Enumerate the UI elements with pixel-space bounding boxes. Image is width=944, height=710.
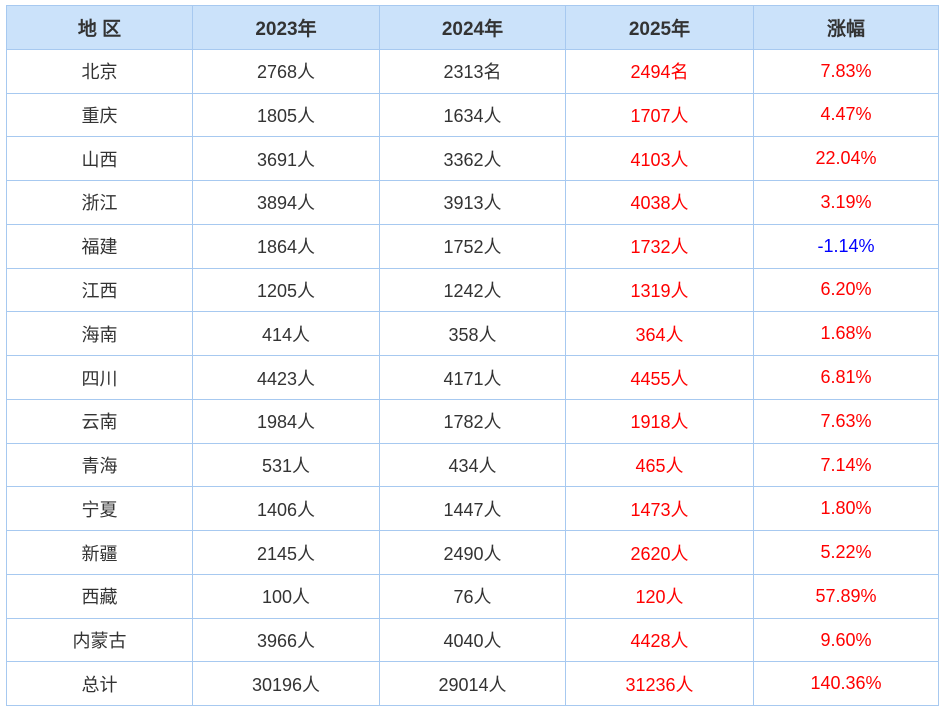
y2024-cell: 358人	[379, 311, 566, 357]
table-row: 总计 30196人 29014人 31236人 140.36%	[6, 661, 939, 707]
header-row: 地 区 2023年 2024年 2025年 涨幅	[6, 5, 939, 50]
table-row: 新疆 2145人 2490人 2620人 5.22%	[6, 530, 939, 575]
region-cell: 内蒙古	[6, 617, 193, 663]
y2024-cell: 4040人	[379, 617, 566, 663]
growth-cell: 6.20%	[753, 267, 939, 313]
y2023-cell: 30196人	[192, 661, 380, 707]
region-cell: 山西	[6, 136, 193, 182]
column-header-2023: 2023年	[192, 5, 380, 50]
region-cell: 重庆	[6, 92, 193, 138]
region-cell: 浙江	[6, 180, 193, 225]
y2025-cell: 2620人	[565, 530, 754, 575]
table-row: 青海 531人 434人 465人 7.14%	[6, 442, 939, 488]
table-row: 云南 1984人 1782人 1918人 7.63%	[6, 398, 939, 444]
table-row: 福建 1864人 1752人 1732人 -1.14%	[6, 223, 939, 269]
y2023-cell: 1205人	[192, 267, 380, 313]
y2024-cell: 76人	[379, 573, 566, 619]
region-cell: 四川	[6, 355, 193, 400]
table-row: 重庆 1805人 1634人 1707人 4.47%	[6, 92, 939, 138]
region-cell: 福建	[6, 223, 193, 269]
y2024-cell: 1782人	[379, 398, 566, 444]
region-cell: 青海	[6, 442, 193, 488]
table-row: 西藏 100人 76人 120人 57.89%	[6, 573, 939, 619]
y2025-cell: 364人	[565, 311, 754, 357]
table-row: 江西 1205人 1242人 1319人 6.20%	[6, 267, 939, 313]
region-stats-table: 地 区 2023年 2024年 2025年 涨幅 北京 2768人 2313名 …	[6, 5, 939, 707]
growth-cell: 1.68%	[753, 311, 939, 357]
y2025-cell: 4455人	[565, 355, 754, 400]
y2023-cell: 1864人	[192, 223, 380, 269]
table-row: 内蒙古 3966人 4040人 4428人 9.60%	[6, 617, 939, 663]
y2023-cell: 1406人	[192, 486, 380, 532]
y2023-cell: 3894人	[192, 180, 380, 225]
y2024-cell: 1447人	[379, 486, 566, 532]
y2023-cell: 2145人	[192, 530, 380, 575]
column-header-growth: 涨幅	[753, 5, 939, 50]
y2025-cell: 4038人	[565, 180, 754, 225]
growth-cell: 4.47%	[753, 92, 939, 138]
table-row: 四川 4423人 4171人 4455人 6.81%	[6, 355, 939, 400]
y2023-cell: 1984人	[192, 398, 380, 444]
growth-cell: 140.36%	[753, 661, 939, 707]
growth-cell: 22.04%	[753, 136, 939, 182]
y2024-cell: 3362人	[379, 136, 566, 182]
y2023-cell: 2768人	[192, 48, 380, 94]
growth-cell: -1.14%	[753, 223, 939, 269]
y2025-cell: 2494名	[565, 48, 754, 94]
y2025-cell: 4428人	[565, 617, 754, 663]
growth-cell: 5.22%	[753, 530, 939, 575]
growth-cell: 3.19%	[753, 180, 939, 225]
growth-cell: 9.60%	[753, 617, 939, 663]
growth-cell: 7.83%	[753, 48, 939, 94]
growth-cell: 57.89%	[753, 573, 939, 619]
table-row: 宁夏 1406人 1447人 1473人 1.80%	[6, 486, 939, 532]
column-header-region: 地 区	[6, 5, 193, 50]
region-cell: 新疆	[6, 530, 193, 575]
growth-cell: 1.80%	[753, 486, 939, 532]
y2024-cell: 1634人	[379, 92, 566, 138]
growth-cell: 7.63%	[753, 398, 939, 444]
y2024-cell: 4171人	[379, 355, 566, 400]
y2024-cell: 1242人	[379, 267, 566, 313]
y2023-cell: 4423人	[192, 355, 380, 400]
y2023-cell: 100人	[192, 573, 380, 619]
y2025-cell: 1707人	[565, 92, 754, 138]
y2025-cell: 31236人	[565, 661, 754, 707]
table-row: 海南 414人 358人 364人 1.68%	[6, 311, 939, 357]
y2024-cell: 29014人	[379, 661, 566, 707]
region-cell: 宁夏	[6, 486, 193, 532]
y2025-cell: 4103人	[565, 136, 754, 182]
column-header-2024: 2024年	[379, 5, 566, 50]
y2023-cell: 1805人	[192, 92, 380, 138]
y2024-cell: 1752人	[379, 223, 566, 269]
region-cell: 江西	[6, 267, 193, 313]
region-cell: 海南	[6, 311, 193, 357]
region-cell: 北京	[6, 48, 193, 94]
y2025-cell: 1319人	[565, 267, 754, 313]
column-header-2025: 2025年	[565, 5, 754, 50]
y2024-cell: 2313名	[379, 48, 566, 94]
y2025-cell: 120人	[565, 573, 754, 619]
y2025-cell: 1473人	[565, 486, 754, 532]
table-row: 山西 3691人 3362人 4103人 22.04%	[6, 136, 939, 182]
growth-cell: 7.14%	[753, 442, 939, 488]
y2023-cell: 3966人	[192, 617, 380, 663]
y2024-cell: 2490人	[379, 530, 566, 575]
y2024-cell: 434人	[379, 442, 566, 488]
table-row: 浙江 3894人 3913人 4038人 3.19%	[6, 180, 939, 225]
y2025-cell: 465人	[565, 442, 754, 488]
y2025-cell: 1918人	[565, 398, 754, 444]
region-cell: 总计	[6, 661, 193, 707]
y2023-cell: 531人	[192, 442, 380, 488]
y2023-cell: 3691人	[192, 136, 380, 182]
table-row: 北京 2768人 2313名 2494名 7.83%	[6, 48, 939, 94]
region-cell: 云南	[6, 398, 193, 444]
region-cell: 西藏	[6, 573, 193, 619]
y2024-cell: 3913人	[379, 180, 566, 225]
y2023-cell: 414人	[192, 311, 380, 357]
growth-cell: 6.81%	[753, 355, 939, 400]
y2025-cell: 1732人	[565, 223, 754, 269]
